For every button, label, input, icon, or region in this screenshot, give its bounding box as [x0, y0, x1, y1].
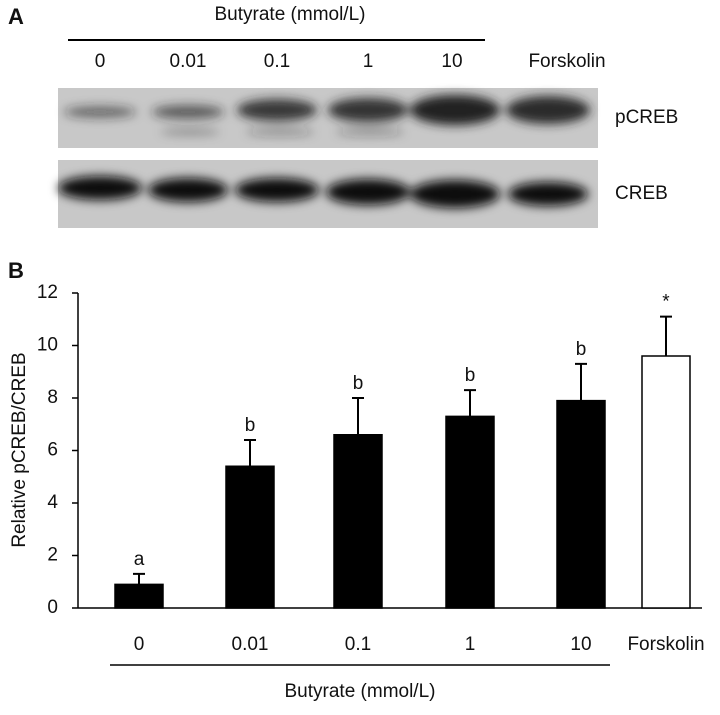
- bar: [114, 583, 164, 609]
- bar-annotation: b: [245, 415, 256, 436]
- group-label: Butyrate (mmol/L): [285, 681, 436, 702]
- y-tick-label: 12: [37, 282, 58, 303]
- panel-label: B: [8, 258, 24, 283]
- bar-annotation: b: [353, 373, 364, 394]
- y-tick-label: 10: [37, 335, 58, 356]
- x-tick-label: 0: [134, 634, 145, 655]
- lane-label: 0: [95, 51, 106, 72]
- row-label: pCREB: [615, 107, 678, 128]
- bar: [225, 465, 275, 609]
- y-tick-label: 6: [47, 440, 58, 461]
- bar-annotation: *: [662, 292, 670, 313]
- y-tick-label: 8: [47, 387, 58, 408]
- y-tick-label: 2: [47, 545, 58, 566]
- bar: [556, 399, 606, 609]
- blot-creb: [58, 160, 598, 228]
- panel-label: A: [8, 4, 24, 29]
- blot-pcreb: [58, 88, 598, 148]
- bar: [333, 434, 383, 609]
- bar: [641, 355, 691, 609]
- y-tick-label: 4: [47, 492, 58, 513]
- lane-label: 10: [441, 51, 462, 72]
- y-tick-label: 0: [47, 597, 58, 618]
- row-label: CREB: [615, 183, 668, 204]
- bar-annotation: b: [465, 365, 476, 386]
- bar-annotation: b: [576, 339, 587, 360]
- x-tick-label: Forskolin: [627, 634, 704, 655]
- lane-label: 0.01: [170, 51, 207, 72]
- lane-label: 1: [363, 51, 374, 72]
- x-tick-label: 0.1: [345, 634, 371, 655]
- bar-annotation: a: [134, 549, 145, 570]
- bar: [445, 415, 495, 609]
- x-tick-label: 10: [570, 634, 591, 655]
- x-tick-label: 1: [465, 634, 476, 655]
- lane-label: Forskolin: [528, 51, 605, 72]
- lane-label: 0.1: [264, 51, 290, 72]
- x-tick-label: 0.01: [232, 634, 269, 655]
- blot-header: Butyrate (mmol/L): [215, 4, 366, 25]
- y-axis-label: Relative pCREB/CREB: [9, 352, 30, 547]
